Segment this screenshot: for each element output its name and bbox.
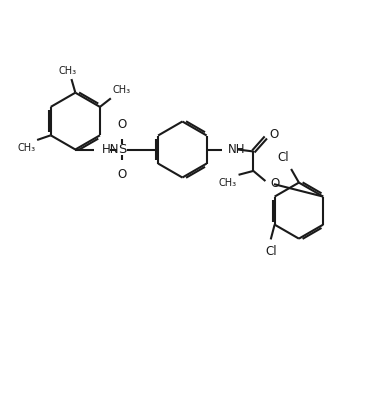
Text: NH: NH [228,143,245,156]
Text: HN: HN [102,143,119,156]
Text: CH₃: CH₃ [17,143,35,153]
Text: O: O [270,128,279,141]
Text: O: O [270,177,279,190]
Text: CH₃: CH₃ [58,66,76,76]
Text: Cl: Cl [278,151,289,164]
Text: S: S [118,143,126,156]
Text: CH₃: CH₃ [113,85,131,95]
Text: Cl: Cl [265,245,276,258]
Text: O: O [118,168,127,181]
Text: CH₃: CH₃ [218,178,237,188]
Text: O: O [118,118,127,131]
